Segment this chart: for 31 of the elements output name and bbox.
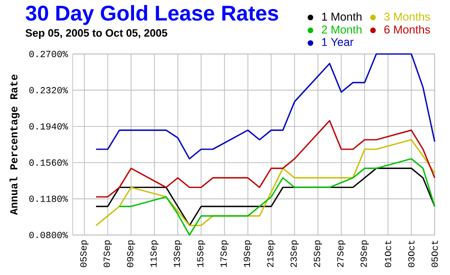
x-tick-label: 25Sep <box>314 240 322 268</box>
y-tick-label: 0.2320% <box>29 87 68 94</box>
chart-subtitle: Sep 05, 2005 to Oct 05, 2005 <box>26 29 168 39</box>
y-tick-label: 0.2700% <box>29 50 68 58</box>
y-axis-title: Annual Percentage Rate <box>10 74 20 215</box>
line-series <box>95 120 436 198</box>
x-tick-label: 05Oct <box>432 240 438 268</box>
legend-label: 1 Month <box>322 12 362 21</box>
x-tick-label: 29Sep <box>360 240 369 268</box>
x-tick-label: 11Sep <box>150 240 159 268</box>
x-tick-label: 23Sep <box>290 240 299 268</box>
y-tick-label: 0.1180% <box>29 196 68 202</box>
x-tick-label: 01Oct <box>384 240 392 268</box>
x-tick-label: 05Sep <box>80 240 88 268</box>
y-tick-label: 0.0800% <box>29 232 68 238</box>
legend-label: 6 Months <box>384 25 430 34</box>
x-tick-label: 07Sep <box>104 240 112 268</box>
legend-label: 1 Year <box>322 38 354 46</box>
legend-label: 2 Month <box>322 25 362 34</box>
x-tick-label: 09Sep <box>127 240 136 268</box>
y-tick-label: 0.1940% <box>29 123 68 130</box>
x-tick-label: 03Oct <box>408 240 414 268</box>
x-tick-label: 17Sep <box>220 240 229 268</box>
x-tick-label: 19Sep <box>244 240 252 268</box>
x-tick-label: 21Sep <box>267 240 276 268</box>
x-tick-label: 13Sep <box>174 240 182 268</box>
y-tick-label: 0.1560% <box>29 159 68 166</box>
x-tick-label: 27Sep <box>337 240 346 268</box>
legend-label: 3 Months <box>384 12 430 21</box>
x-tick-label: 15Sep <box>197 240 206 268</box>
chart-title: 30 Day Gold Lease Rates <box>26 5 278 25</box>
